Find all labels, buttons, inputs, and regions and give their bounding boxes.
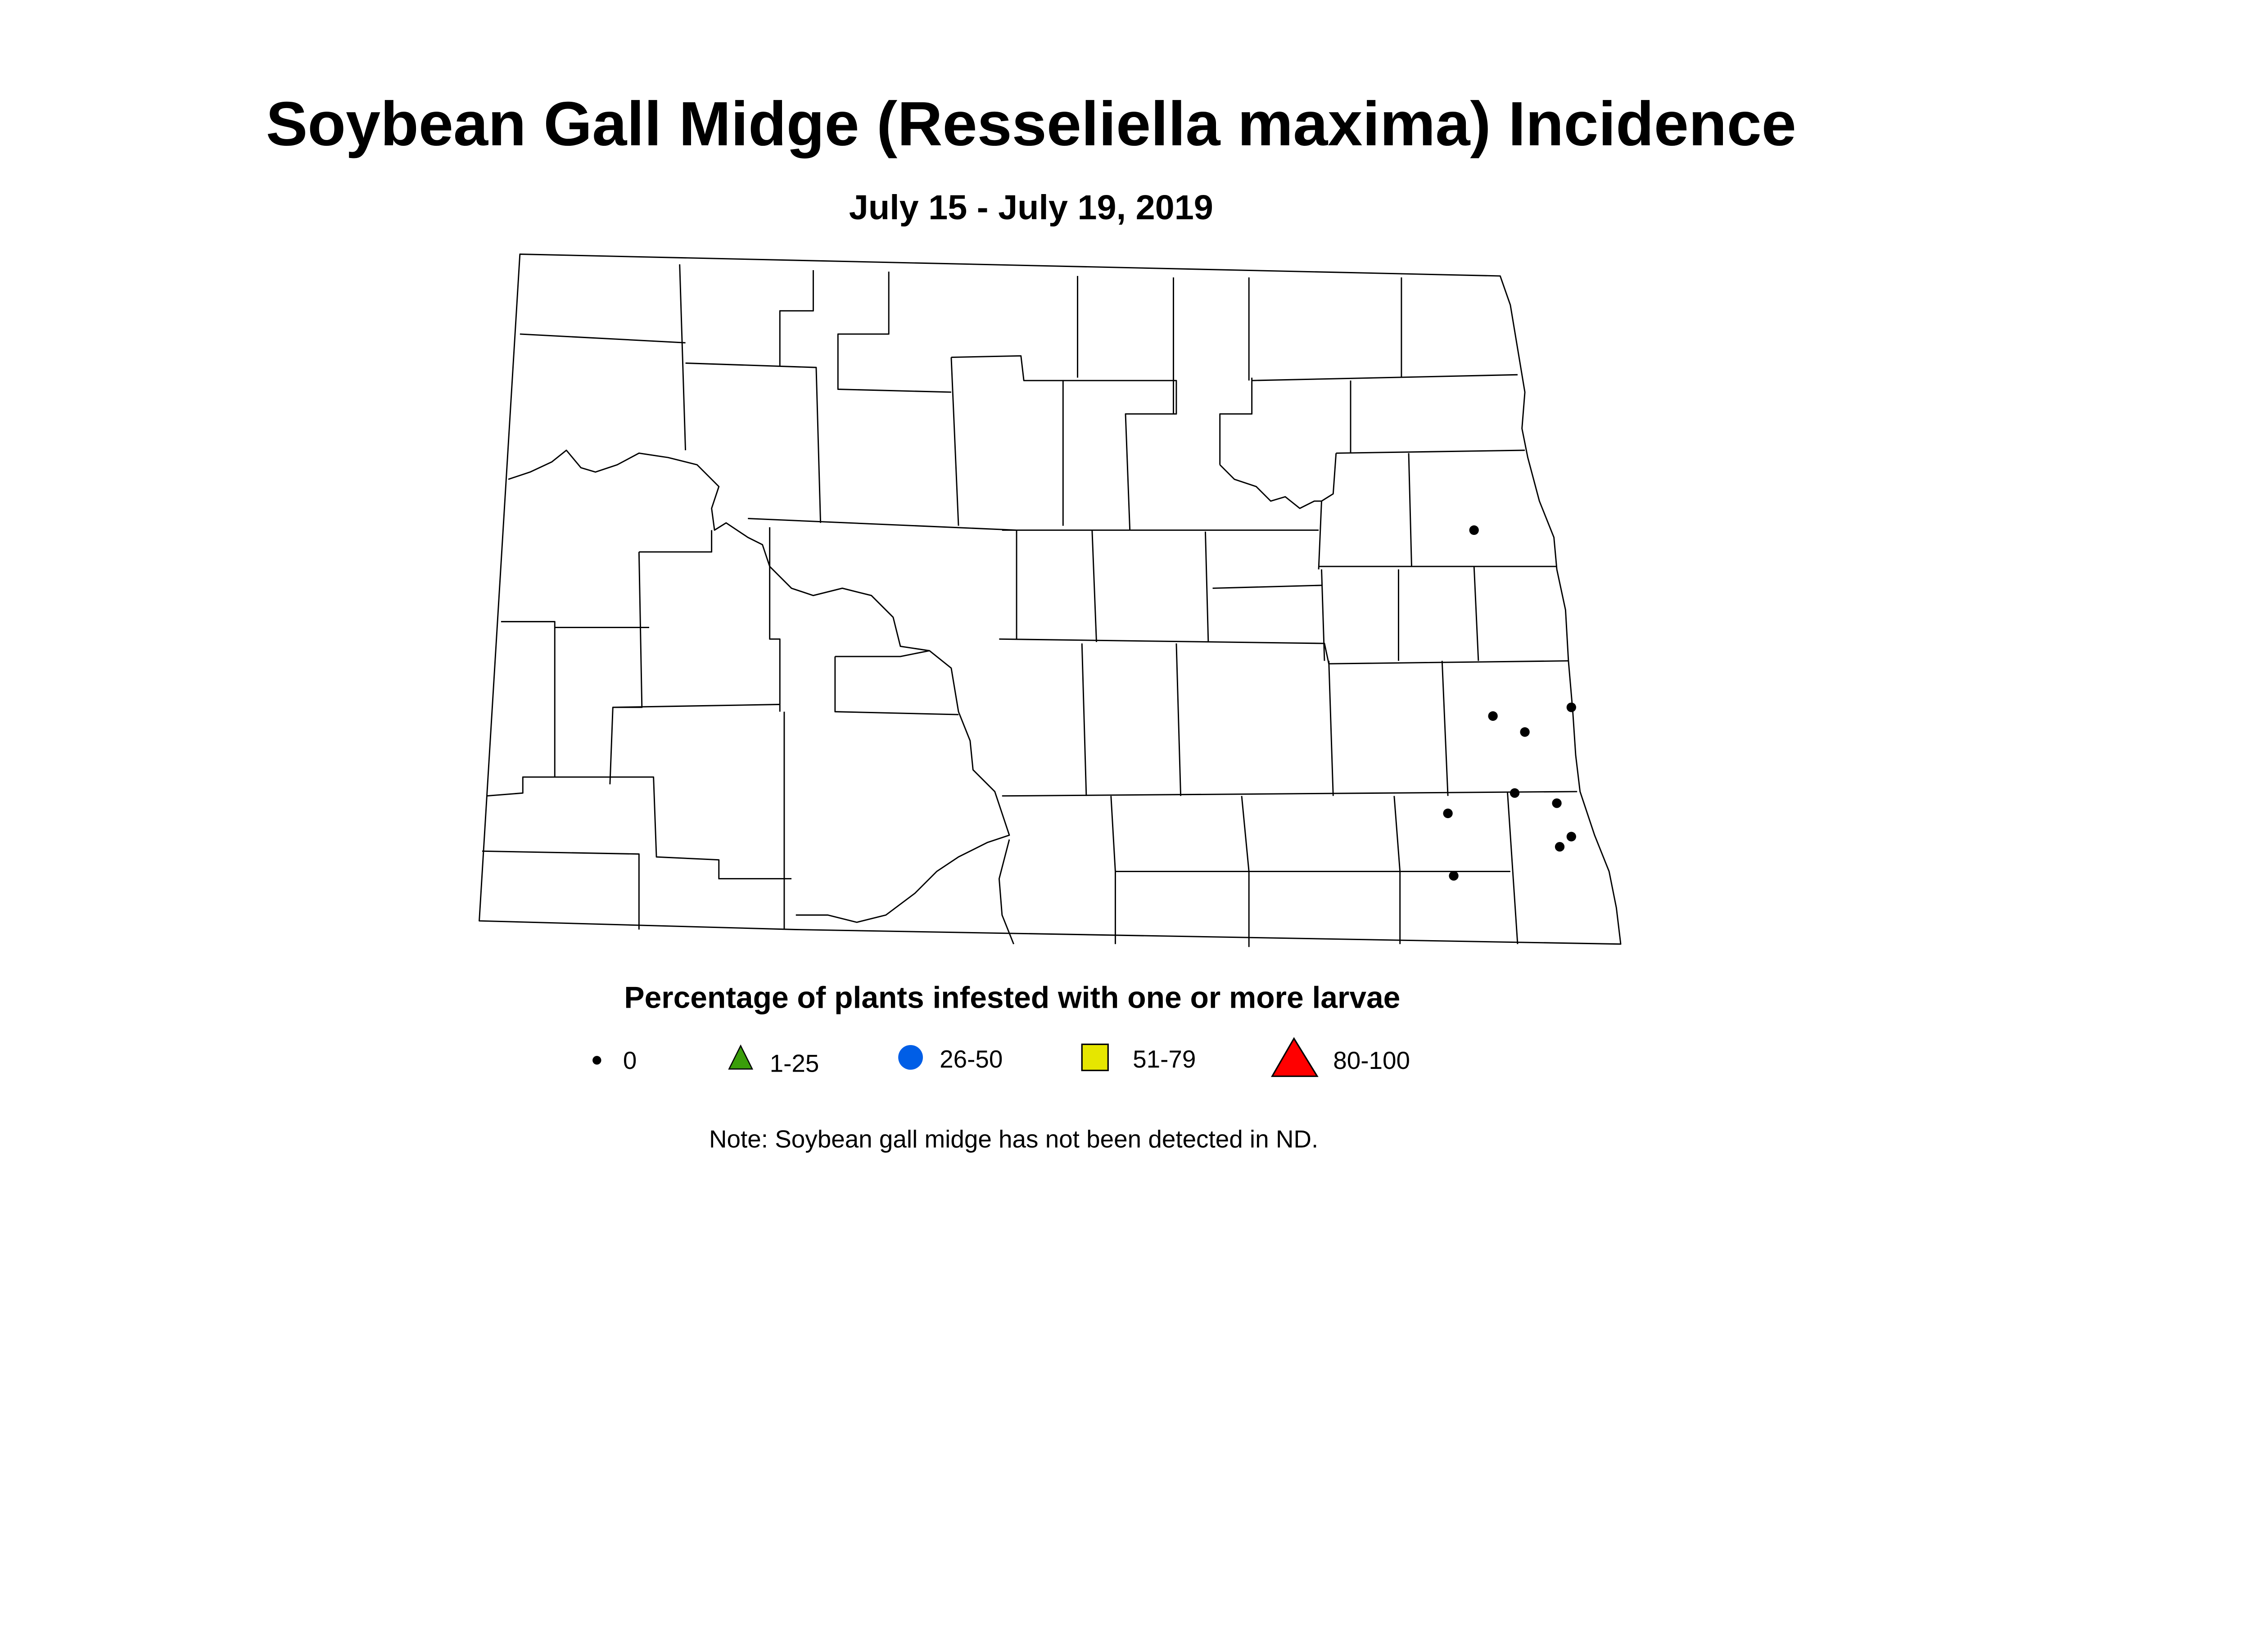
county-boundary <box>639 530 713 553</box>
county-boundary <box>1318 453 1337 570</box>
county-boundary <box>951 355 1064 526</box>
county-boundary <box>1241 796 1250 872</box>
county-boundary <box>1110 796 1116 872</box>
legend-symbol-yellow-square <box>1081 1043 1109 1072</box>
map-figure: Soybean Gall Midge (Resseliella maxima) … <box>266 89 1796 1153</box>
county-boundary <box>1336 449 1525 454</box>
legend-label: 26-50 <box>940 1045 1003 1073</box>
county-boundary <box>679 264 687 451</box>
county-boundary <box>1252 374 1518 381</box>
site-marker-0 <box>1552 798 1562 808</box>
county-boundary <box>1091 530 1097 642</box>
county-boundary <box>1328 661 1334 796</box>
site-marker-0 <box>1443 808 1453 819</box>
county-boundary <box>834 656 959 715</box>
site-marker-0 <box>1510 788 1520 798</box>
state-outline <box>479 253 1622 945</box>
map-title: Soybean Gall Midge (Resseliella maxima) … <box>266 89 1796 159</box>
survey-sites <box>1443 525 1576 881</box>
map-subtitle: July 15 - July 19, 2019 <box>849 188 1213 227</box>
legend-symbol-red-triangle <box>1271 1037 1319 1077</box>
county-boundary <box>999 638 1568 665</box>
north-dakota-map <box>479 253 1622 947</box>
legend: 0 1-25 26-50 51-79 80-100 <box>592 1037 1410 1077</box>
county-boundary <box>501 621 556 777</box>
legend-label: 1-25 <box>770 1050 819 1077</box>
county-boundary <box>1473 566 1479 661</box>
county-boundary <box>1321 569 1325 661</box>
county-boundary <box>1204 531 1209 642</box>
county-boundary <box>1219 377 1253 465</box>
legend-label: 80-100 <box>1333 1046 1410 1074</box>
county-boundary <box>1219 464 1322 509</box>
county-boundary <box>748 518 1017 639</box>
note-text: Note: Soybean gall midge has not been de… <box>709 1125 1318 1153</box>
legend-label: 51-79 <box>1133 1045 1196 1073</box>
county-boundary <box>769 527 781 712</box>
county-boundary <box>520 333 686 344</box>
site-marker-0 <box>1555 842 1565 852</box>
county-boundary <box>1081 643 1087 796</box>
county-boundary <box>779 270 814 366</box>
site-marker-0 <box>1449 871 1459 881</box>
county-boundary <box>1441 661 1449 796</box>
county-boundary <box>482 850 640 930</box>
county-boundary <box>1002 791 1578 797</box>
county-boundary <box>837 272 951 393</box>
county-boundaries <box>482 264 1578 947</box>
county-boundary <box>1175 643 1182 796</box>
county-boundary <box>486 776 792 880</box>
county-boundary <box>508 449 1010 923</box>
legend-symbol-green-triangle <box>728 1044 754 1070</box>
site-marker-0 <box>1566 702 1576 712</box>
county-boundary <box>950 357 959 526</box>
county-boundary <box>1506 791 1519 944</box>
site-marker-0 <box>1488 711 1498 721</box>
legend-symbol-dot <box>592 1056 601 1065</box>
site-marker-0 <box>1469 525 1479 535</box>
site-marker-0 <box>1566 832 1576 842</box>
county-boundary <box>1393 796 1401 872</box>
legend-label: 0 <box>623 1046 637 1074</box>
legend-symbol-blue-circle <box>898 1045 923 1070</box>
county-boundary <box>1063 380 1177 530</box>
county-boundary <box>1408 453 1412 567</box>
county-boundary <box>685 362 822 523</box>
legend-title: Percentage of plants infested with one o… <box>624 981 1400 1015</box>
site-marker-0 <box>1520 727 1530 737</box>
county-boundary <box>613 704 780 708</box>
county-boundary <box>1212 584 1322 589</box>
county-boundary <box>835 650 930 657</box>
county-boundary <box>609 552 643 784</box>
county-boundary <box>998 839 1014 945</box>
